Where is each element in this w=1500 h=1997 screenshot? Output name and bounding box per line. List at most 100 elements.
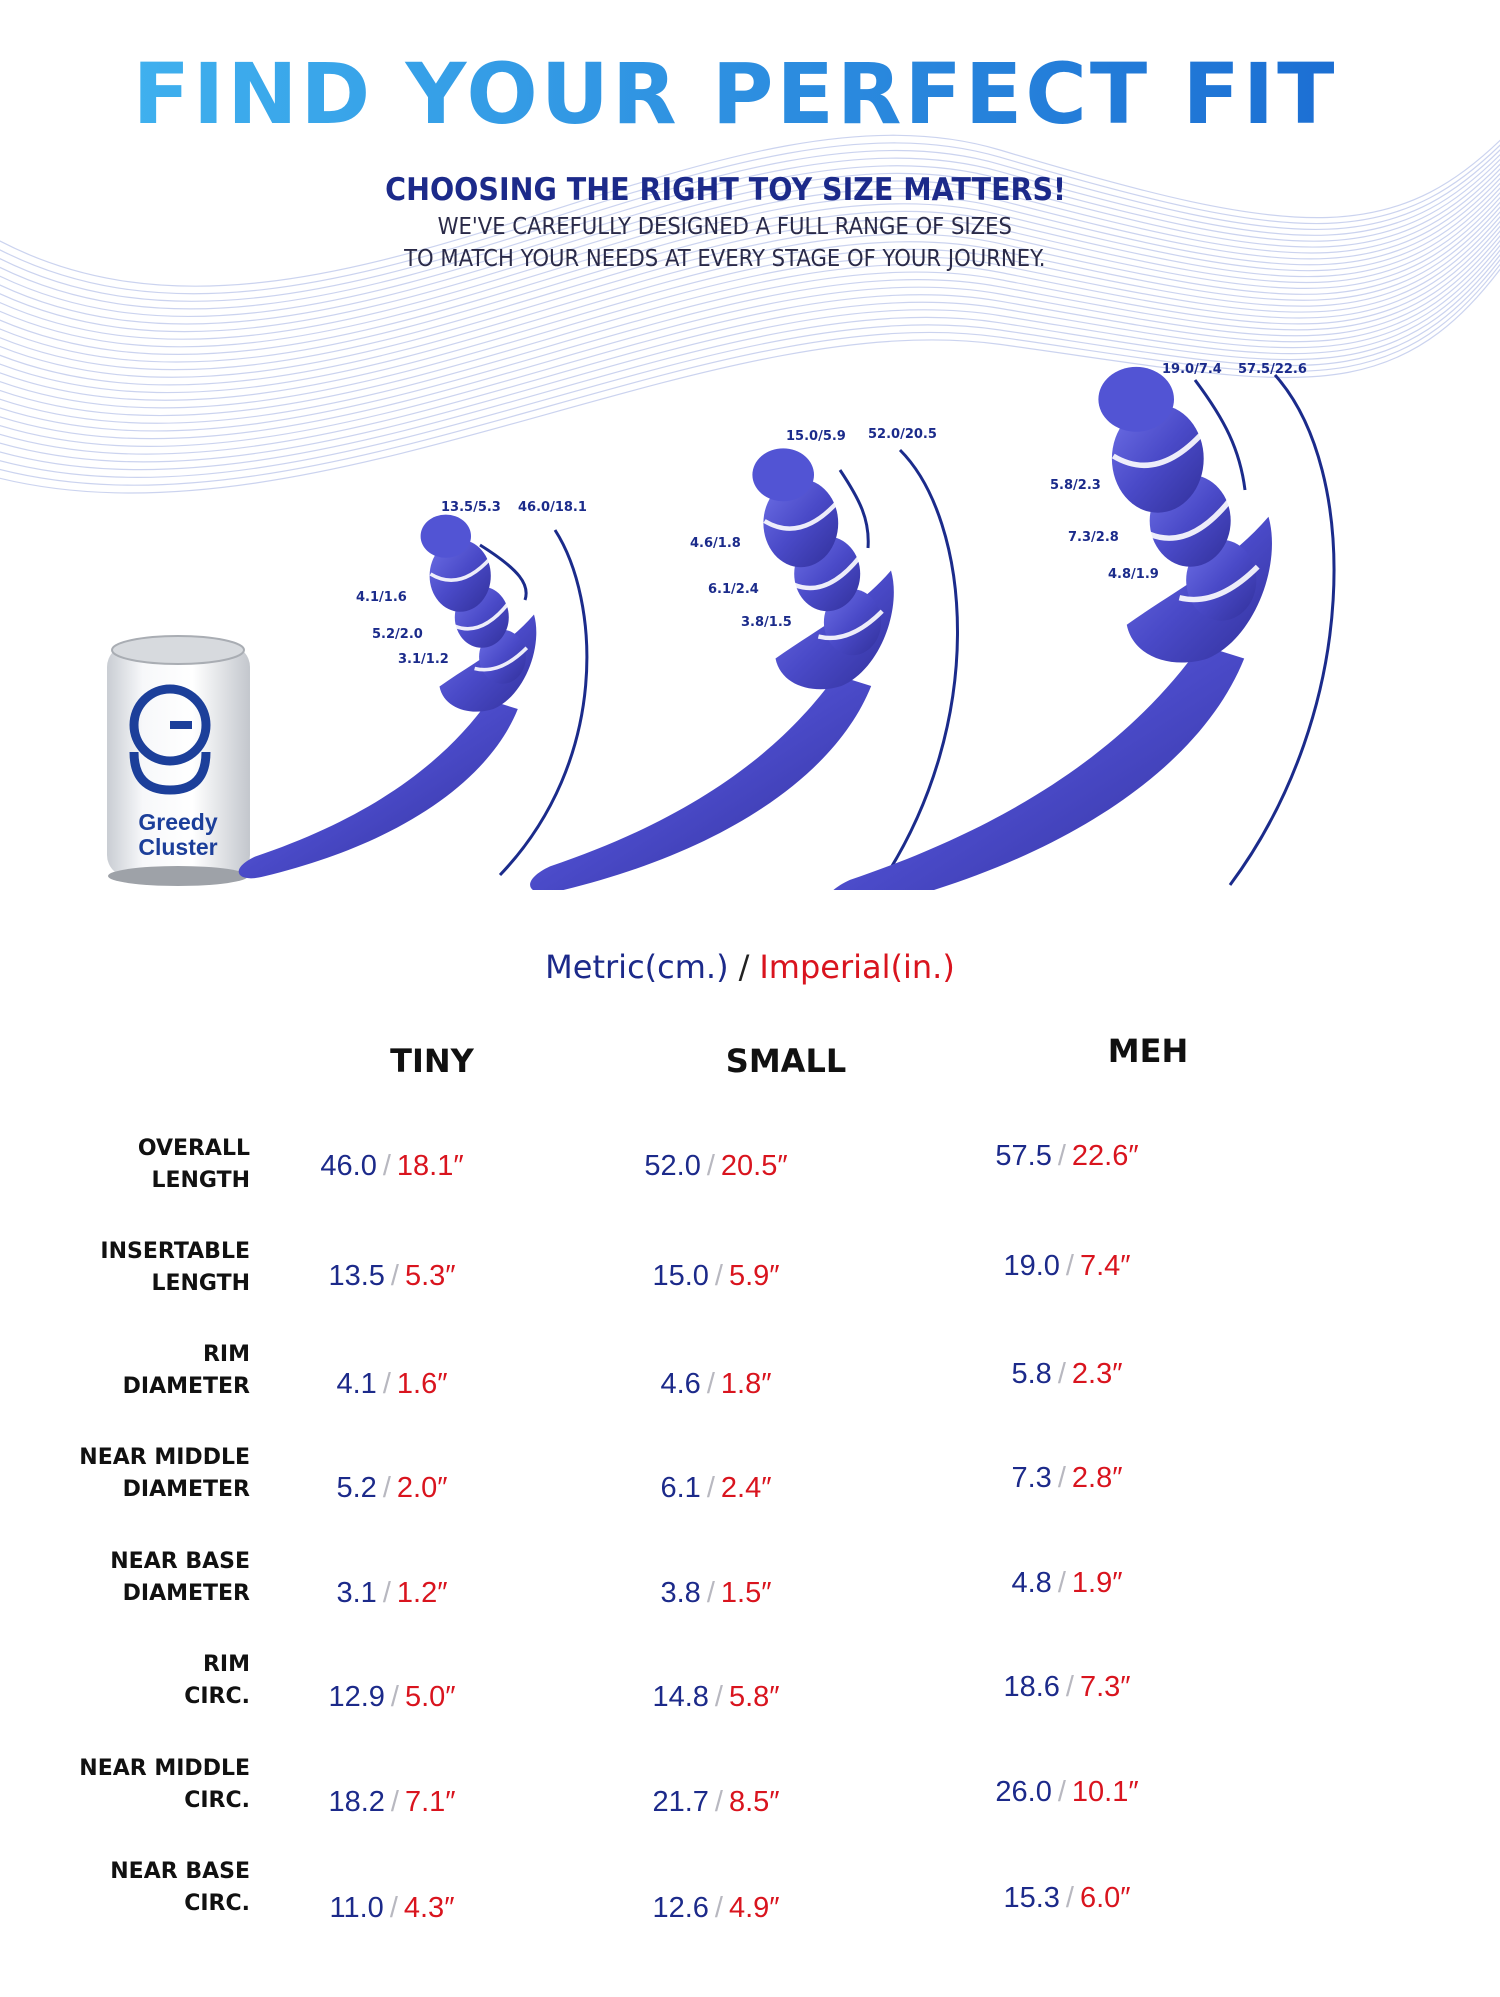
wave-line xyxy=(0,201,1500,386)
table-cell: 18.2/7.1″ xyxy=(242,1786,542,1819)
metric-value: 4.8 xyxy=(1011,1567,1052,1599)
row-label-line-2: LENGTH xyxy=(151,1271,250,1296)
wave-line xyxy=(0,244,1500,455)
row-label-line-1: INSERTABLE xyxy=(100,1239,250,1264)
meh-near-base-label: 4.8/1.9 xyxy=(1108,567,1159,582)
row-label-line-2: CIRC. xyxy=(184,1684,250,1709)
wave-line xyxy=(0,149,1500,302)
value-separator: / xyxy=(1057,1776,1066,1808)
column-header-meh: MEH xyxy=(1107,1032,1189,1070)
can-brand-line-2: Cluster xyxy=(138,834,217,860)
table-cell: 4.1/1.6″ xyxy=(242,1368,542,1401)
wave-line xyxy=(0,230,1500,432)
value-separator: / xyxy=(714,1786,723,1818)
subtitle: CHOOSING THE RIGHT TOY SIZE MATTERS! xyxy=(385,172,1067,208)
value-separator: / xyxy=(706,1150,715,1182)
wave-line xyxy=(0,163,1500,325)
wave-line xyxy=(0,234,1500,440)
metric-value: 4.1 xyxy=(336,1368,377,1400)
value-separator: / xyxy=(706,1472,715,1504)
metric-value: 46.0 xyxy=(320,1150,377,1182)
table-cell: 4.8/1.9″ xyxy=(917,1567,1217,1600)
row-label: NEAR BASE CIRC. xyxy=(20,1856,250,1920)
hero-title: FIND YOUR PERFECT FIT xyxy=(132,45,1338,143)
metric-value: 5.2 xyxy=(336,1472,377,1504)
product-illustration: Greedy Cluster 13.5/5.3 46.0/18.1 4.1/1.… xyxy=(107,362,1336,890)
row-label-line-1: OVERALL xyxy=(137,1136,250,1161)
row-label-line-2: CIRC. xyxy=(184,1788,250,1813)
tiny-overall-label: 46.0/18.1 xyxy=(518,500,587,515)
metric-value: 3.8 xyxy=(660,1577,701,1609)
toy-meh: 19.0/7.4 57.5/22.6 5.8/2.3 7.3/2.8 4.8/1… xyxy=(826,362,1336,890)
metric-value: 11.0 xyxy=(329,1892,384,1924)
imperial-value: 4.3″ xyxy=(403,1892,455,1924)
row-label: RIM CIRC. xyxy=(20,1649,250,1713)
metric-value: 19.0 xyxy=(1003,1250,1060,1282)
table-cell: 7.3/2.8″ xyxy=(917,1462,1217,1495)
toy-small: 15.0/5.9 52.0/20.5 4.6/1.8 6.1/2.4 3.8/1… xyxy=(530,427,959,890)
meh-rim-label: 5.8/2.3 xyxy=(1050,478,1101,493)
row-label: RIM DIAMETER xyxy=(20,1339,250,1403)
wave-line xyxy=(0,206,1500,394)
wave-line xyxy=(0,225,1500,424)
value-separator: / xyxy=(706,1368,715,1400)
table-cell: 13.5/5.3″ xyxy=(242,1260,542,1293)
wave-lines-background xyxy=(0,134,1500,494)
imperial-value: 5.8″ xyxy=(728,1681,780,1713)
table-cell: 3.8/1.5″ xyxy=(566,1577,866,1610)
imperial-value: 10.1″ xyxy=(1071,1776,1139,1808)
metric-value: 26.0 xyxy=(995,1776,1052,1808)
row-label-line-2: LENGTH xyxy=(151,1168,250,1193)
wave-line xyxy=(0,220,1500,417)
metric-value: 21.7 xyxy=(652,1786,709,1818)
metric-value: 3.1 xyxy=(336,1577,377,1609)
row-label-line-2: DIAMETER xyxy=(122,1581,250,1606)
imperial-value: 1.2″ xyxy=(396,1577,448,1609)
value-separator: / xyxy=(390,1681,399,1713)
imperial-value: 1.6″ xyxy=(396,1368,448,1400)
imperial-value: 1.8″ xyxy=(720,1368,772,1400)
table-cell: 6.1/2.4″ xyxy=(566,1472,866,1505)
meh-near-middle-label: 7.3/2.8 xyxy=(1068,530,1119,545)
small-overall-label: 52.0/20.5 xyxy=(868,427,937,442)
row-label: INSERTABLE LENGTH xyxy=(20,1236,250,1300)
wave-line xyxy=(0,211,1500,401)
table-cell: 15.0/5.9″ xyxy=(566,1260,866,1293)
small-near-base-label: 3.8/1.5 xyxy=(741,615,792,630)
wave-line xyxy=(0,158,1500,318)
imperial-value: 2.3″ xyxy=(1071,1358,1123,1390)
row-label: OVERALL LENGTH xyxy=(20,1133,250,1197)
imperial-value: 5.3″ xyxy=(404,1260,456,1292)
value-separator: / xyxy=(382,1472,391,1504)
table-cell: 57.5/22.6″ xyxy=(917,1140,1217,1173)
metric-value: 12.9 xyxy=(328,1681,385,1713)
wave-line xyxy=(0,142,1500,295)
small-near-middle-label: 6.1/2.4 xyxy=(708,582,759,597)
table-cell: 14.8/5.8″ xyxy=(566,1681,866,1714)
metric-value: 7.3 xyxy=(1011,1462,1052,1494)
tiny-near-base-label: 3.1/1.2 xyxy=(398,652,449,667)
metric-value: 57.5 xyxy=(995,1140,1052,1172)
wave-line xyxy=(0,249,1500,463)
wave-line xyxy=(0,177,1500,348)
wave-line xyxy=(0,196,1500,378)
wave-line xyxy=(0,263,1500,486)
wave-line xyxy=(0,258,1500,478)
table-cell: 4.6/1.8″ xyxy=(566,1368,866,1401)
imperial-value: 22.6″ xyxy=(1071,1140,1139,1172)
value-separator: / xyxy=(1065,1671,1074,1703)
metric-value: 52.0 xyxy=(644,1150,701,1182)
tiny-rim-label: 4.1/1.6 xyxy=(356,590,407,605)
metric-value: 15.0 xyxy=(652,1260,709,1292)
imperial-value: 1.9″ xyxy=(1071,1567,1123,1599)
value-separator: / xyxy=(714,1260,723,1292)
imperial-value: 2.0″ xyxy=(396,1472,448,1504)
imperial-value: 20.5″ xyxy=(720,1150,788,1182)
value-separator: / xyxy=(390,1786,399,1818)
table-cell: 5.2/2.0″ xyxy=(242,1472,542,1505)
imperial-value: 6.0″ xyxy=(1079,1882,1131,1914)
wave-line xyxy=(0,168,1500,333)
row-label-line-1: RIM xyxy=(202,1342,250,1367)
imperial-value: 7.3″ xyxy=(1079,1671,1131,1703)
